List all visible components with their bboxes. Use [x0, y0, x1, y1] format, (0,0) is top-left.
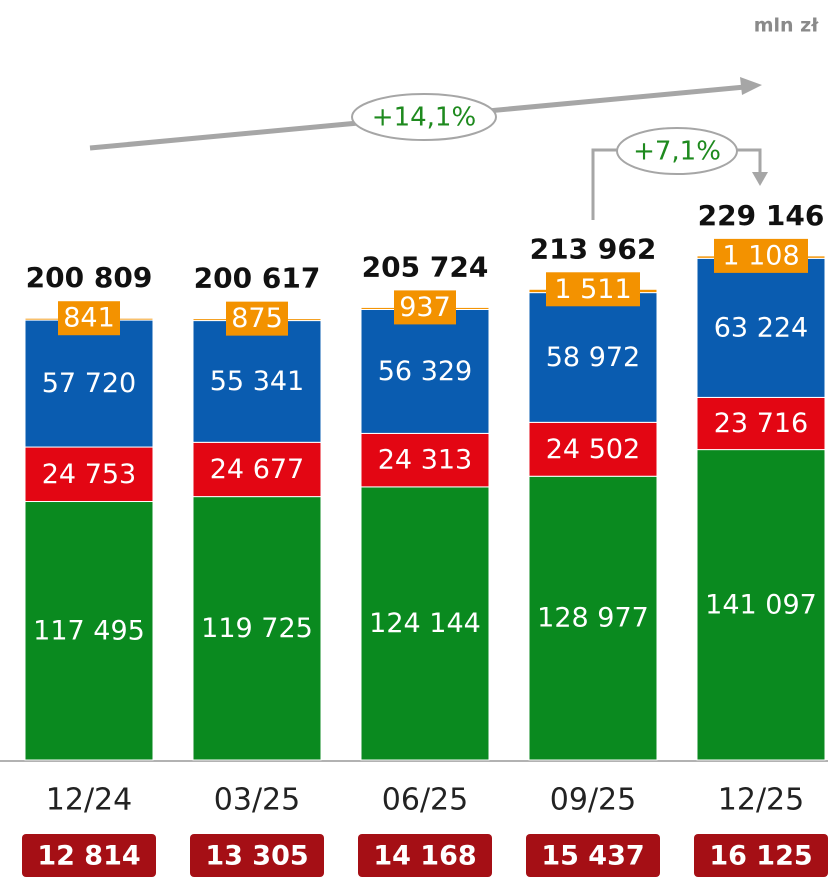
bottom-label: 14 168: [373, 841, 476, 872]
x-tick-label: 09/25: [550, 783, 636, 818]
bar-segment: [696, 257, 826, 398]
bar-segment: [192, 496, 322, 761]
x-tick-label: 06/25: [382, 783, 468, 818]
x-tick-label: 12/24: [46, 783, 132, 818]
bottom-label: 13 305: [205, 841, 308, 872]
arrow-head: [740, 77, 762, 95]
bar-segment: [696, 396, 826, 451]
bottom-box: [358, 834, 492, 877]
segment-label: 141 097: [705, 589, 817, 620]
total-label: 205 724: [362, 250, 489, 283]
segment-label: 57 720: [42, 368, 136, 399]
segment-label-box: [714, 238, 808, 273]
x-tick-label: 03/25: [214, 783, 300, 818]
segment-label: 24 677: [210, 454, 304, 485]
segment-label: 937: [399, 292, 451, 323]
growth-arrow-long: [89, 77, 762, 151]
segment-label: 1 108: [722, 240, 799, 271]
bottom-box: [22, 834, 156, 877]
bar-segment: [24, 319, 154, 448]
segment-label: 55 341: [210, 366, 304, 397]
segment-label: 24 313: [378, 445, 472, 476]
segment-label: 117 495: [33, 615, 145, 646]
bar-segment: [360, 432, 490, 488]
x-tick-label: 12/25: [718, 783, 804, 818]
total-label: 229 146: [698, 199, 825, 232]
bottom-label: 12 814: [37, 841, 140, 872]
bottom-box: [190, 834, 324, 877]
segment-label: 1 511: [554, 274, 631, 305]
bar-segment: [528, 421, 658, 477]
segment-label: 63 224: [714, 312, 808, 343]
bar-segment: [528, 475, 658, 761]
annotation: +7,1%: [633, 137, 721, 167]
annotation: +14,1%: [372, 103, 476, 133]
segment-label: 128 977: [537, 603, 649, 634]
segment-label-box: [394, 290, 456, 325]
segment-label-box: [546, 272, 640, 307]
segment-label: 58 972: [546, 342, 640, 373]
bar-segment: [528, 292, 658, 423]
annotation-bubble: [351, 93, 497, 141]
segment-label: 124 144: [369, 608, 481, 639]
bar-segment: [360, 486, 490, 761]
total-label: 213 962: [530, 232, 657, 265]
annotation-bubble: [616, 127, 738, 175]
bar-segment: [24, 501, 154, 761]
segment-label: 56 329: [378, 356, 472, 387]
segment-label-box: [226, 301, 288, 336]
segment-label: 841: [63, 303, 115, 334]
bottom-label: 15 437: [541, 841, 644, 872]
segment-label: 24 753: [42, 459, 136, 490]
segment-label: 23 716: [714, 408, 808, 439]
total-label: 200 809: [26, 261, 153, 294]
bottom-box: [694, 834, 828, 877]
bar-segment: [192, 441, 322, 498]
segment-label: 875: [231, 303, 283, 334]
segment-label-box: [58, 301, 120, 336]
bottom-box: [526, 834, 660, 877]
bar-segment: [696, 449, 826, 761]
bar-segment: [360, 308, 490, 434]
total-label: 200 617: [194, 262, 321, 295]
bar-segment: [24, 446, 154, 503]
bottom-label: 16 125: [709, 841, 812, 872]
bar-segment: [192, 320, 322, 443]
growth-arrow-short: [591, 127, 768, 220]
segment-label: 119 725: [201, 613, 313, 644]
arrow-head: [752, 172, 768, 186]
segment-label: 24 502: [546, 434, 640, 465]
unit-label: mln zł: [754, 15, 820, 37]
